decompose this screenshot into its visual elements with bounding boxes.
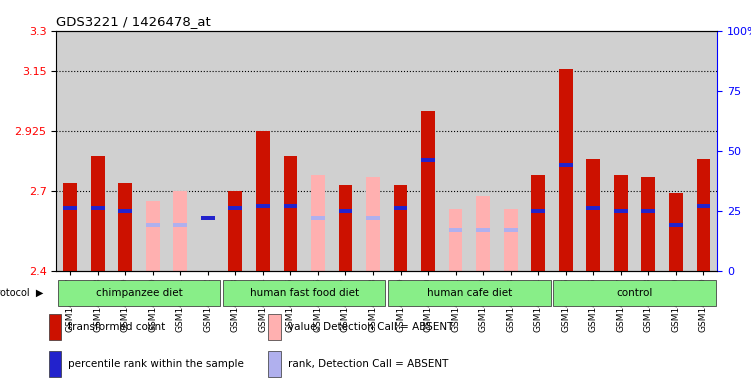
- Bar: [559, 163, 572, 167]
- Bar: [49, 351, 61, 376]
- Bar: [531, 209, 545, 213]
- Bar: [587, 159, 600, 271]
- Text: GDS3221 / 1426478_at: GDS3221 / 1426478_at: [56, 15, 211, 28]
- Bar: [696, 159, 710, 271]
- Bar: [504, 228, 517, 232]
- Bar: [228, 191, 242, 271]
- Bar: [449, 228, 463, 232]
- Bar: [91, 207, 104, 210]
- Text: percentile rank within the sample: percentile rank within the sample: [68, 359, 244, 369]
- Bar: [449, 209, 463, 271]
- Bar: [91, 156, 104, 271]
- Bar: [173, 223, 187, 227]
- Bar: [119, 183, 132, 271]
- Bar: [58, 280, 220, 306]
- Bar: [366, 177, 380, 271]
- Bar: [476, 196, 490, 271]
- Bar: [49, 314, 61, 340]
- Bar: [641, 177, 655, 271]
- Bar: [366, 216, 380, 220]
- Bar: [63, 183, 77, 271]
- Text: chimpanzee diet: chimpanzee diet: [95, 288, 182, 298]
- Bar: [269, 351, 281, 376]
- Bar: [669, 223, 683, 227]
- Text: value, Detection Call = ABSENT: value, Detection Call = ABSENT: [288, 322, 454, 332]
- Bar: [614, 175, 628, 271]
- Bar: [119, 209, 132, 213]
- Bar: [421, 159, 435, 162]
- Bar: [421, 111, 435, 271]
- Bar: [339, 185, 352, 271]
- Bar: [283, 156, 297, 271]
- Text: protocol  ▶: protocol ▶: [0, 288, 43, 298]
- Text: rank, Detection Call = ABSENT: rank, Detection Call = ABSENT: [288, 359, 448, 369]
- Text: human cafe diet: human cafe diet: [427, 288, 512, 298]
- Bar: [269, 314, 281, 340]
- Bar: [173, 191, 187, 271]
- Bar: [201, 216, 215, 220]
- Bar: [311, 175, 324, 271]
- Bar: [228, 207, 242, 210]
- Bar: [476, 228, 490, 232]
- Bar: [394, 207, 407, 210]
- Bar: [283, 204, 297, 208]
- Bar: [669, 194, 683, 271]
- Bar: [311, 216, 324, 220]
- Bar: [63, 207, 77, 210]
- Text: transformed count: transformed count: [68, 322, 165, 332]
- Bar: [146, 201, 159, 271]
- Bar: [531, 175, 545, 271]
- Bar: [559, 70, 572, 271]
- Bar: [696, 204, 710, 208]
- Bar: [63, 183, 77, 271]
- Bar: [614, 209, 628, 213]
- Bar: [146, 223, 159, 227]
- Text: human fast food diet: human fast food diet: [249, 288, 359, 298]
- Bar: [223, 280, 385, 306]
- Bar: [587, 207, 600, 210]
- Bar: [256, 204, 270, 208]
- Bar: [553, 280, 716, 306]
- Bar: [339, 209, 352, 213]
- Bar: [256, 131, 270, 271]
- Bar: [641, 209, 655, 213]
- Bar: [394, 185, 407, 271]
- Bar: [388, 280, 550, 306]
- Text: control: control: [617, 288, 653, 298]
- Bar: [504, 209, 517, 271]
